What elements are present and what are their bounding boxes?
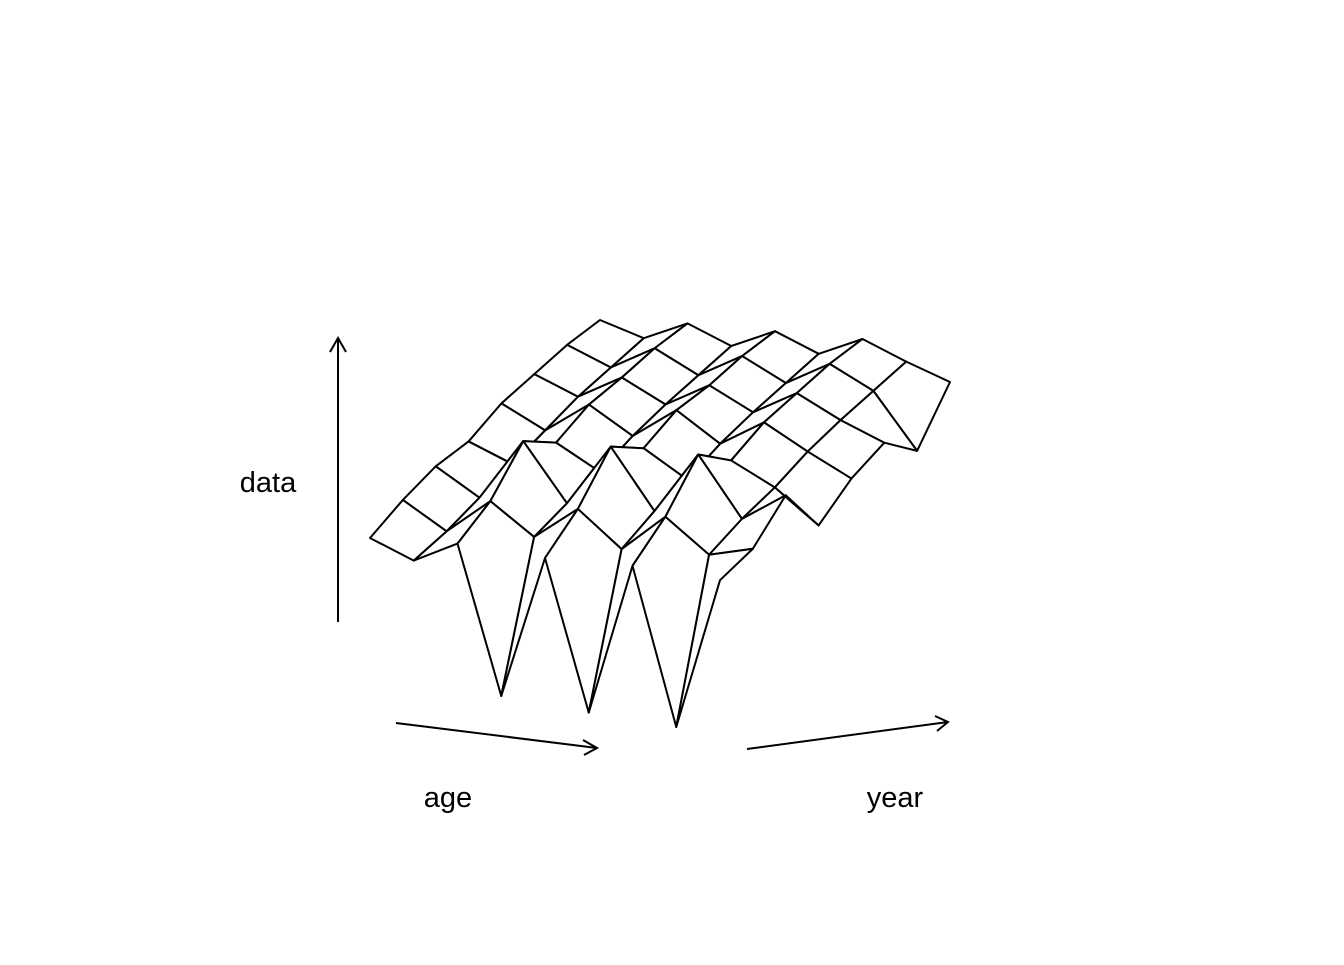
year-arrow [746,715,950,750]
x-axis-label: age [424,782,472,814]
z-arrow [329,335,347,622]
axis-arrows [329,335,950,756]
y-axis-label: year [867,782,924,814]
surface [369,319,951,728]
z-axis-label: data [240,467,297,499]
age-arrow [395,722,600,756]
surface-facet [675,547,754,728]
